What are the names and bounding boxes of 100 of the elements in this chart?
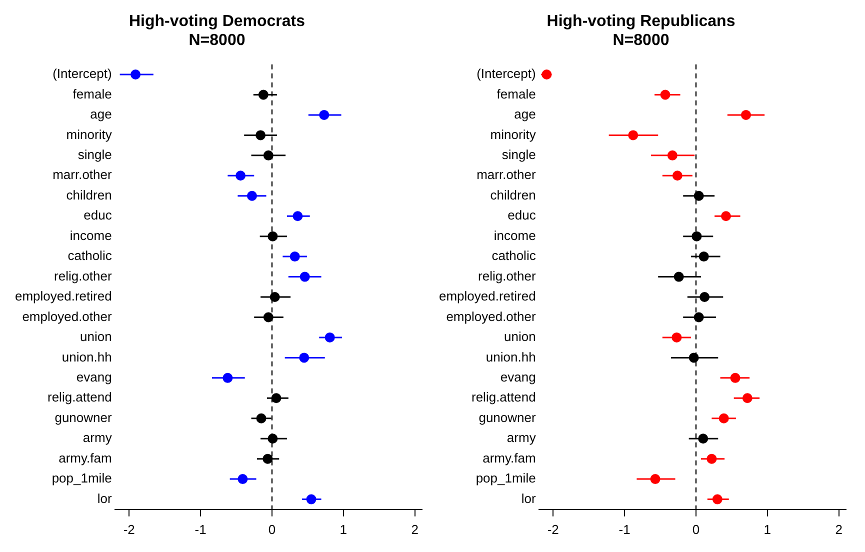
y-tick-label: female xyxy=(496,86,536,102)
y-tick-label: age xyxy=(90,106,112,122)
point xyxy=(262,454,273,464)
chart-subtitle: N=8000 xyxy=(612,32,670,50)
y-tick-label: employed.retired xyxy=(439,288,536,304)
y-tick-label: catholic xyxy=(492,248,536,264)
y-tick-label: children xyxy=(490,187,536,202)
point xyxy=(290,252,300,262)
y-tick-label: single xyxy=(502,147,536,162)
point xyxy=(674,272,684,282)
x-tick-label: 1 xyxy=(764,522,772,537)
point xyxy=(324,332,335,342)
y-tick-label: union xyxy=(504,329,536,344)
point xyxy=(306,494,316,504)
x-tick-label: 2 xyxy=(411,522,418,537)
point xyxy=(270,292,280,302)
y-tick-label: educ xyxy=(508,208,536,223)
point xyxy=(667,150,678,160)
y-tick-label: gunowner xyxy=(478,410,536,425)
y-tick-label: (Intercept) xyxy=(52,66,112,82)
point xyxy=(740,110,751,120)
x-tick-label: -2 xyxy=(547,522,559,537)
y-tick-label: catholic xyxy=(68,248,112,264)
point xyxy=(660,90,670,100)
y-tick-label: army.fam xyxy=(482,450,536,466)
y-tick-label: relig.attend xyxy=(472,390,536,405)
chart-subtitle: N=8000 xyxy=(188,32,246,50)
y-tick-label: female xyxy=(72,86,112,102)
y-tick-label: army.fam xyxy=(58,450,112,466)
point xyxy=(268,231,278,242)
y-tick-label: pop_1mile xyxy=(52,470,112,486)
y-tick-label: evang xyxy=(76,370,112,384)
x-tick-label: -1 xyxy=(194,522,206,537)
y-tick-label: relig.other xyxy=(478,268,536,284)
y-tick-label: employed.retired xyxy=(15,288,112,304)
point xyxy=(256,413,266,424)
y-tick-label: employed.other xyxy=(22,308,112,324)
point xyxy=(246,190,257,201)
x-tick-label: -2 xyxy=(123,522,135,537)
point xyxy=(256,130,266,140)
y-tick-label: union xyxy=(80,329,112,344)
point xyxy=(238,474,248,484)
y-tick-label: marr.other xyxy=(52,167,112,182)
chart-title: High-voting Democrats xyxy=(128,13,306,30)
y-tick-label: army xyxy=(506,430,536,446)
x-tick-label: -1 xyxy=(618,522,630,537)
point xyxy=(271,393,282,404)
y-tick-label: (Intercept) xyxy=(476,66,536,82)
point xyxy=(712,494,722,504)
point xyxy=(628,130,638,140)
y-tick-label: lor xyxy=(97,490,112,506)
point xyxy=(300,272,310,282)
x-tick-label: 0 xyxy=(692,522,700,537)
y-tick-label: income xyxy=(494,228,536,243)
y-tick-label: children xyxy=(66,187,112,202)
point xyxy=(698,434,708,444)
point xyxy=(263,312,274,322)
chart-title: High-voting Republicans xyxy=(546,13,736,30)
point xyxy=(688,352,699,363)
point xyxy=(692,231,702,242)
point xyxy=(698,252,709,262)
point xyxy=(236,170,246,181)
y-tick-label: minority xyxy=(66,126,112,142)
y-tick-label: pop_1mile xyxy=(476,470,536,486)
x-tick-label: 2 xyxy=(835,522,842,537)
point xyxy=(700,292,710,302)
point xyxy=(258,90,268,100)
point xyxy=(222,372,233,383)
y-tick-label: educ xyxy=(84,208,112,223)
x-tick-label: 0 xyxy=(268,522,276,537)
y-tick-label: union.hh xyxy=(486,349,536,364)
y-tick-label: employed.other xyxy=(446,308,536,324)
point xyxy=(319,110,330,120)
point xyxy=(292,211,303,222)
y-tick-label: gunowner xyxy=(54,410,112,425)
y-tick-label: income xyxy=(70,228,112,243)
point xyxy=(718,413,729,424)
point xyxy=(268,434,278,444)
point xyxy=(730,372,740,383)
point xyxy=(672,332,682,342)
point xyxy=(672,170,682,181)
point xyxy=(542,70,552,80)
y-tick-label: evang xyxy=(500,370,536,384)
y-tick-label: relig.other xyxy=(54,268,112,284)
y-tick-label: army xyxy=(82,430,112,446)
point xyxy=(263,150,274,160)
y-tick-label: age xyxy=(514,106,536,122)
y-tick-label: lor xyxy=(521,490,536,506)
y-tick-label: union.hh xyxy=(62,349,112,364)
x-tick-label: 1 xyxy=(340,522,348,537)
y-tick-label: single xyxy=(78,147,112,162)
point xyxy=(706,454,717,464)
y-tick-label: relig.attend xyxy=(48,390,112,405)
point xyxy=(130,70,141,80)
point xyxy=(299,352,310,363)
point xyxy=(650,474,660,484)
y-tick-label: marr.other xyxy=(476,167,536,182)
point xyxy=(742,393,752,404)
point xyxy=(694,190,704,201)
y-tick-label: minority xyxy=(490,126,536,142)
